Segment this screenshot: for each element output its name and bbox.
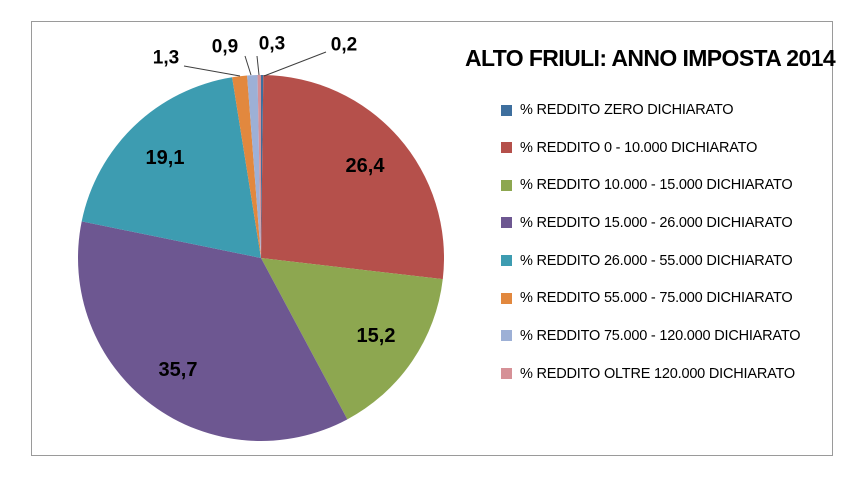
legend-item-2: % REDDITO 10.000 - 15.000 DICHIARATO bbox=[501, 175, 793, 195]
pie-slice-3 bbox=[78, 221, 348, 442]
leader-line-7 bbox=[256, 55, 260, 76]
pie-slice-2 bbox=[261, 258, 443, 420]
legend-item-0: % REDDITO ZERO DICHIARATO bbox=[501, 100, 734, 120]
legend-swatch-icon bbox=[501, 104, 512, 116]
leader-line-0 bbox=[263, 51, 327, 77]
slice-value-label-0: 0,2 bbox=[331, 35, 357, 56]
legend-label: % REDDITO 75.000 - 120.000 DICHIARATO bbox=[520, 327, 801, 344]
legend-label: % REDDITO 10.000 - 15.000 DICHIARATO bbox=[520, 177, 793, 194]
slice-value-label-7: 0,3 bbox=[259, 34, 285, 55]
legend-label: % REDDITO 26.000 - 55.000 DICHIARATO bbox=[520, 252, 793, 269]
pie-slice-5 bbox=[232, 75, 261, 258]
slice-value-label-3: 35,7 bbox=[159, 359, 198, 381]
slice-value-label-5: 1,3 bbox=[153, 48, 179, 69]
leader-line-5 bbox=[183, 65, 241, 77]
legend-item-7: % REDDITO OLTRE 120.000 DICHIARATO bbox=[501, 364, 795, 384]
legend-swatch-icon bbox=[501, 217, 512, 229]
slice-value-label-6: 0,9 bbox=[212, 37, 238, 58]
pie-slice-7 bbox=[257, 74, 261, 258]
legend-swatch-icon bbox=[501, 368, 512, 380]
legend-item-3: % REDDITO 15.000 - 26.000 DICHIARATO bbox=[501, 213, 793, 233]
legend-item-6: % REDDITO 75.000 - 120.000 DICHIARATO bbox=[501, 326, 801, 346]
legend-label: % REDDITO 55.000 - 75.000 DICHIARATO bbox=[520, 290, 793, 307]
pie-slice-6 bbox=[247, 75, 261, 258]
legend-swatch-icon bbox=[501, 142, 512, 154]
slice-value-label-1: 26,4 bbox=[346, 155, 386, 177]
legend-swatch-icon bbox=[501, 330, 512, 342]
pie-slice-4 bbox=[81, 77, 261, 258]
leader-line-6 bbox=[244, 55, 252, 76]
legend-swatch-icon bbox=[501, 179, 512, 191]
legend-swatch-icon bbox=[501, 255, 512, 267]
legend-label: % REDDITO 15.000 - 26.000 DICHIARATO bbox=[520, 214, 793, 231]
pie-slice-1 bbox=[261, 75, 445, 280]
legend-label: % REDDITO ZERO DICHIARATO bbox=[520, 102, 734, 118]
legend-item-1: % REDDITO 0 - 10.000 DICHIARATO bbox=[501, 138, 757, 158]
slice-value-label-2: 15,2 bbox=[357, 325, 396, 347]
legend-label: % REDDITO 0 - 10.000 DICHIARATO bbox=[520, 139, 758, 156]
pie-slice-0 bbox=[261, 74, 264, 258]
legend-label: % REDDITO OLTRE 120.000 DICHIARATO bbox=[520, 365, 795, 382]
legend-swatch-icon bbox=[501, 292, 512, 304]
legend-item-4: % REDDITO 26.000 - 55.000 DICHIARATO bbox=[501, 251, 793, 271]
legend-item-5: % REDDITO 55.000 - 75.000 DICHIARATO bbox=[501, 288, 793, 308]
slice-value-label-4: 19,1 bbox=[146, 147, 185, 169]
chart-title: ALTO FRIULI: ANNO IMPOSTA 2014 bbox=[464, 45, 836, 71]
